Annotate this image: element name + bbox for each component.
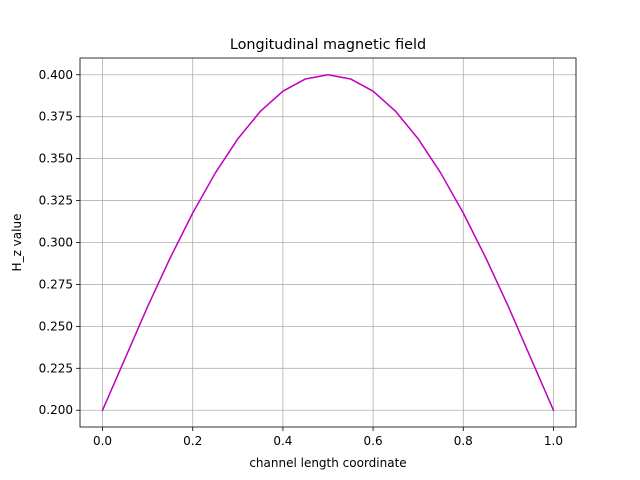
x-tick-label: 0.0	[93, 434, 112, 448]
x-axis-label: channel length coordinate	[249, 456, 406, 470]
y-tick-label: 0.400	[39, 68, 73, 82]
series-line-0	[101, 74, 555, 412]
grid-lines	[80, 58, 576, 427]
y-tick-label: 0.300	[39, 236, 73, 250]
chart-title: Longitudinal magnetic field	[230, 37, 426, 53]
x-tick-label: 1.0	[544, 434, 563, 448]
x-tick-label: 0.6	[364, 434, 383, 448]
y-tick-label: 0.325	[39, 194, 73, 208]
y-tick-label: 0.225	[39, 361, 73, 375]
y-axis: 0.200 0.225 0.250 0.275 0.300 0.325 0.350 0.375…	[39, 68, 80, 417]
y-tick-label: 0.250	[39, 319, 73, 333]
y-tick-label: 0.375	[39, 110, 73, 124]
y-tick-label: 0.350	[39, 152, 73, 166]
x-tick-label: 0.8	[454, 434, 473, 448]
x-axis: 0.0 0.2 0.4 0.6 0.8 1.0	[93, 427, 563, 448]
y-tick-label: 0.275	[39, 277, 73, 291]
y-axis-label: H_z value	[10, 214, 24, 272]
x-tick-label: 0.4	[273, 434, 292, 448]
y-tick-label: 0.200	[39, 403, 73, 417]
x-tick-label: 0.2	[183, 434, 202, 448]
series-layer	[101, 74, 555, 412]
